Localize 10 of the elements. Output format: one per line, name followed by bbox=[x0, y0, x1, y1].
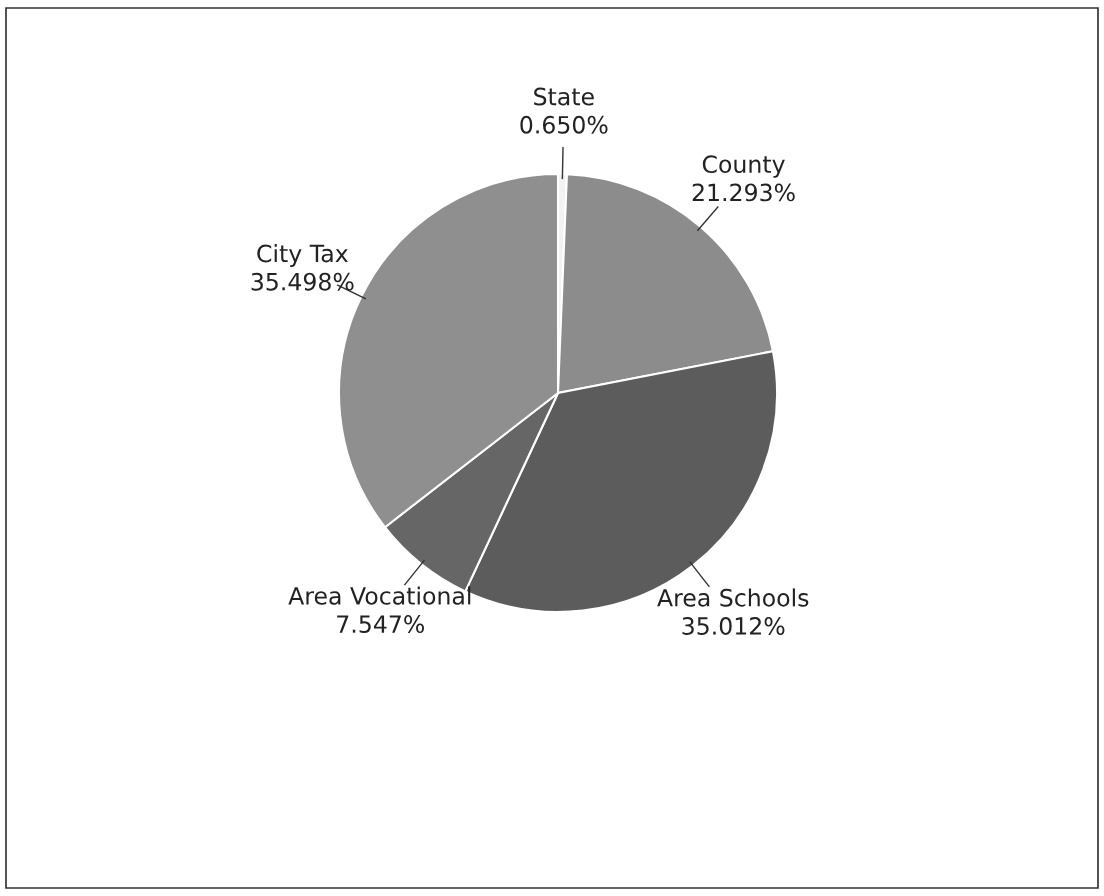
slice-label: State bbox=[534, 87, 594, 106]
slice-label: Area Vocational bbox=[288, 586, 471, 605]
data-label: 7.547% bbox=[337, 615, 425, 633]
slice-label: County bbox=[702, 155, 785, 178]
slice-label: Area Schools bbox=[657, 588, 809, 607]
data-label: 35.498% bbox=[251, 272, 354, 291]
data-label: 0.650% bbox=[520, 115, 608, 134]
slice-label: City Tax bbox=[257, 244, 348, 267]
data-label: 35.012% bbox=[682, 617, 785, 635]
data-label: 21.293% bbox=[692, 183, 795, 202]
